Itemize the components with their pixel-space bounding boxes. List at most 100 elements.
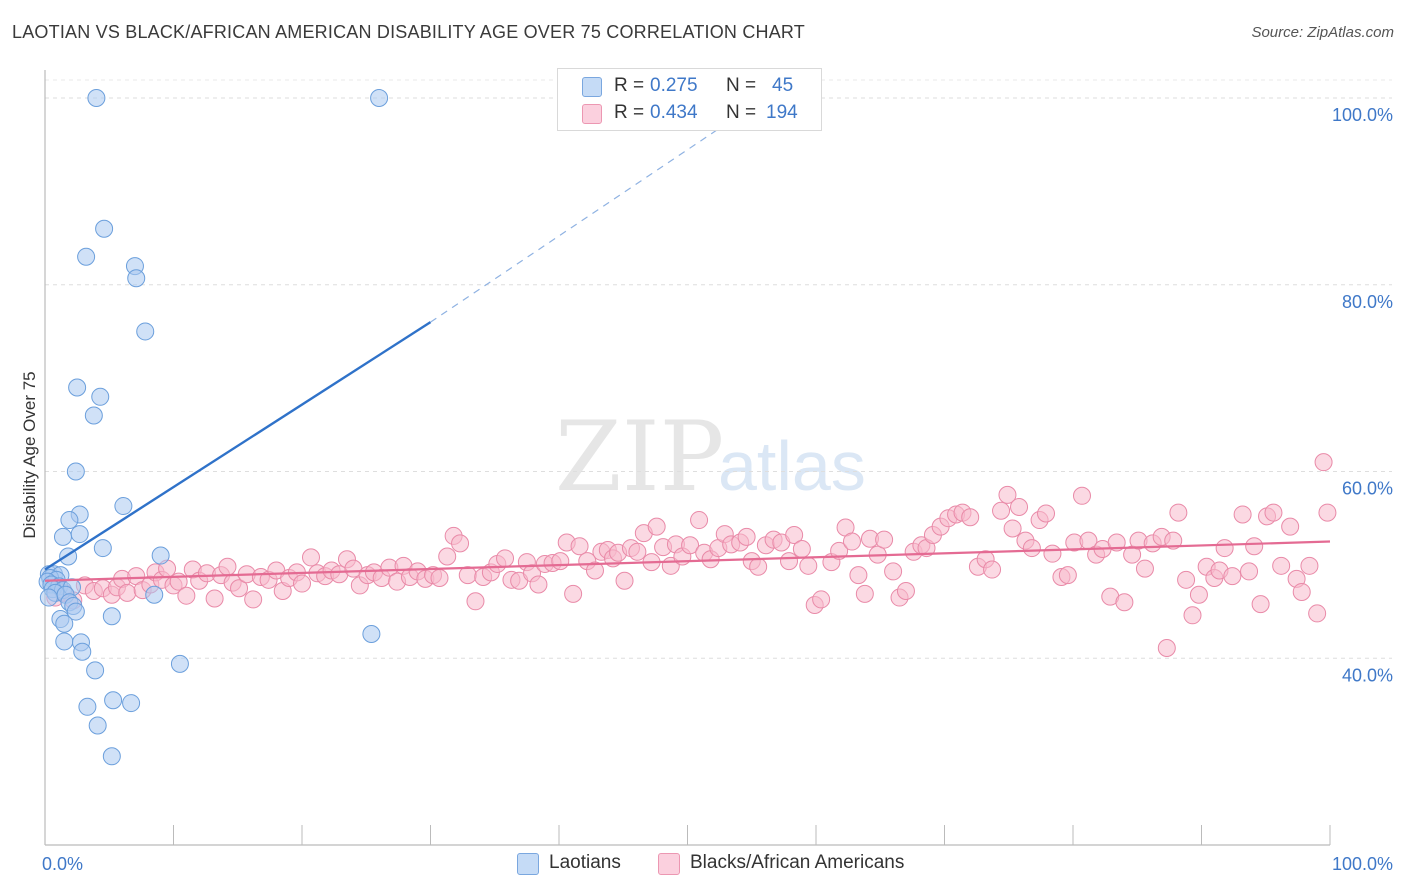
black-trendline [44, 540, 1331, 582]
black-point [647, 517, 666, 536]
black-point [1223, 567, 1242, 586]
black-point [1022, 539, 1041, 558]
legend-r-value: 0.434 [650, 102, 698, 123]
black-point [681, 536, 700, 555]
black-point [1308, 604, 1327, 623]
laotian-point [84, 406, 103, 425]
black-point [785, 526, 804, 544]
laotian-trendline-extension [430, 97, 765, 323]
black-point [1135, 559, 1154, 578]
black-point [205, 589, 224, 608]
black-point [218, 557, 237, 576]
black-point [1003, 519, 1022, 538]
chart-title: LAOTIAN VS BLACK/AFRICAN AMERICAN DISABI… [12, 22, 806, 42]
laotian-point [95, 219, 114, 238]
black-point [799, 556, 818, 575]
legend-n-label: N = [726, 75, 757, 96]
black-point [1272, 556, 1291, 575]
black-point [896, 582, 915, 601]
black-point [1157, 638, 1176, 657]
black-point [1164, 531, 1183, 550]
laotian-point [68, 378, 87, 397]
black-point [1058, 566, 1077, 585]
black-point [564, 584, 583, 603]
black-point [1043, 544, 1062, 563]
laotian-point [370, 89, 389, 108]
black-point [1251, 595, 1270, 614]
laotian-point [70, 525, 89, 544]
black-point [451, 534, 470, 553]
laotian-point [66, 462, 85, 481]
black-point [983, 560, 1002, 579]
black-point [244, 590, 263, 609]
laotian-point [114, 497, 133, 516]
black-point [875, 530, 894, 549]
legend-row-laotians: R = 0.275 N = 45 [558, 74, 821, 101]
black-point [884, 562, 903, 581]
black-point [830, 541, 849, 560]
laotian-point [60, 511, 79, 530]
laotian-point [136, 322, 155, 341]
black-point [1177, 570, 1196, 589]
black-point [585, 561, 604, 580]
black-point [177, 586, 196, 605]
laotian-point [78, 697, 97, 716]
laotian-point [88, 716, 107, 735]
laotian-point [102, 747, 121, 766]
watermark-zip: ZIP [555, 401, 724, 513]
laotian-point [73, 642, 92, 661]
y-tick-label: 60.0% [1342, 479, 1393, 499]
black-point [690, 511, 709, 530]
laotian-point [39, 588, 58, 607]
legend-n-value: 45 [772, 75, 794, 96]
black-point [1264, 503, 1283, 522]
correlation-legend: R = 0.275 N = 45 R = 0.434 N = 194 [557, 68, 822, 131]
black-point [1240, 562, 1259, 581]
black-point [737, 527, 756, 546]
laotian-point [55, 632, 74, 651]
x-tick-label: 100.0% [1332, 854, 1393, 874]
black-point [1183, 606, 1202, 625]
black-point [992, 501, 1011, 520]
black-point [792, 540, 811, 559]
y-tick-label: 40.0% [1342, 665, 1393, 685]
black-point [812, 590, 831, 609]
laotian-point [87, 89, 106, 108]
legend-n-label: N = [726, 102, 757, 123]
black-point [1189, 585, 1208, 604]
black-point [1115, 593, 1134, 612]
black-point [842, 532, 861, 551]
source-label: Source: ZipAtlas.com [1251, 24, 1394, 41]
legend-r-value: 0.275 [650, 75, 698, 96]
black-point [1010, 497, 1029, 516]
black-point [1107, 533, 1126, 552]
laotian-point [66, 602, 85, 621]
black-point [293, 574, 311, 593]
black-point [529, 575, 548, 594]
black-point [438, 547, 457, 566]
black-point [961, 508, 980, 527]
legend-n-value: 194 [766, 102, 798, 123]
laotian-point [102, 607, 121, 626]
black-point [998, 485, 1017, 504]
black-point [466, 592, 485, 611]
black-point [1314, 453, 1333, 472]
black-point [230, 579, 249, 598]
black-point [1281, 517, 1300, 536]
laotian-point [127, 269, 146, 288]
black-point [458, 566, 477, 585]
black-point [1169, 503, 1188, 522]
black-point [1292, 582, 1311, 601]
black-point [855, 584, 874, 603]
legend-r-label: R = [614, 102, 645, 123]
black-point [1245, 537, 1264, 556]
legend-label-blacks: Blacks/African Americans [690, 852, 905, 873]
black-point [301, 548, 320, 567]
legend-label-laotians: Laotians [549, 852, 621, 873]
y-axis-label: Disability Age Over 75 [20, 371, 39, 539]
black-point [496, 549, 515, 568]
black-point [551, 552, 570, 571]
black-point [1037, 504, 1056, 523]
black-point [1318, 503, 1337, 522]
legend-swatch-laotians [582, 77, 602, 97]
